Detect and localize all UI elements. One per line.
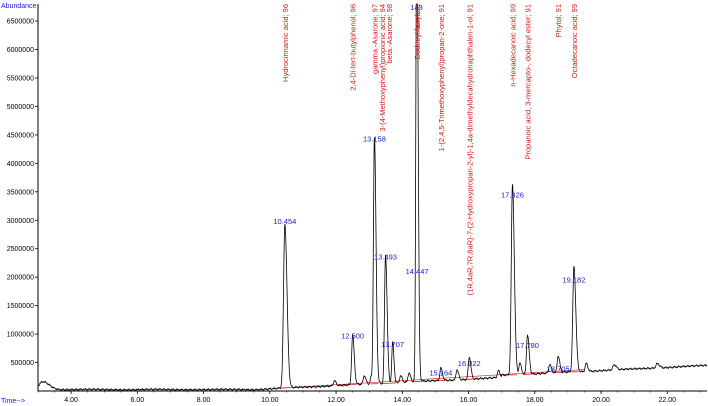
y-tick-label: 3500000: [7, 189, 34, 196]
peak-label: 143: [410, 3, 423, 12]
peak-label: 18.705: [547, 364, 570, 373]
x-tick-label: 4.00: [64, 397, 78, 404]
x-tick-label: 6.00: [131, 397, 145, 404]
x-axis: 4.00 6.00 8.00 10.00 12.00 14.00 16.00 18.00 20.…: [37, 390, 707, 404]
peak-label: 13.158: [363, 135, 386, 144]
x-tick-label: 10.00: [261, 397, 279, 404]
compound-label: Dodecyl acrylate: [413, 4, 422, 59]
y-tick-label: 1000000: [7, 332, 34, 339]
peak-label: 12.500: [341, 331, 364, 340]
peak-label: 13.493: [374, 252, 397, 261]
compound-label: Phytol; 91: [554, 4, 563, 37]
y-tick-label: 3000000: [7, 218, 34, 225]
x-tick-label: 22.00: [658, 397, 676, 404]
compound-label: Octadecanoic acid; 99: [570, 4, 579, 78]
peak-label: 10.454: [273, 217, 296, 226]
peak-label: 13.707: [381, 340, 404, 349]
compound-label: Asarone: [413, 4, 422, 32]
compound-label: 1-(2,4,5-Trimethoxyphenyl)propan-2-one; …: [437, 4, 446, 151]
y-tick-label: 2000000: [7, 275, 34, 282]
compound-label: n-Hexadecanoic acid; 99: [509, 4, 518, 87]
compound-label: gamma.-Asarone; 97: [370, 4, 379, 74]
y-tick-label: 1500000: [7, 303, 34, 310]
y-tick-label: 6500000: [7, 19, 34, 26]
x-tick-label: 18.00: [526, 397, 544, 404]
peak-label: 17.780: [516, 341, 539, 350]
y-tick-label: 4500000: [7, 132, 34, 139]
compound-label: Propanoic acid, 3-mercapto-, dodecyl est…: [524, 4, 533, 160]
x-tick-label: 20.00: [592, 397, 610, 404]
peak-label: 19.182: [562, 276, 585, 285]
compound-label: 3-(4-Methoxyphenyl)propionic acid; 94: [378, 4, 387, 132]
y-tick-label: 2500000: [7, 246, 34, 253]
peak-labels: 10.454 12.500 13.158 13.493 13.707 143 14.447 1…: [273, 3, 585, 377]
compound-labels: Hydrocinnamic acid; 96 2,4-Di-tert-butylp…: [281, 4, 579, 295]
compound-label: 2,4-Di-tert-butylphenol; 96: [349, 4, 358, 91]
y-tick-label: 6000000: [7, 47, 34, 54]
y-axis-title: Abundance: [1, 3, 37, 10]
chromatogram-trace: [37, 3, 708, 392]
compound-label: beta.-Asarone; 98: [385, 4, 394, 64]
compound-label: (1R,4aR,7R,8aR)-7-(2-Hydroxypropan-2-yl)…: [465, 4, 474, 295]
peak-label: 17.326: [501, 190, 524, 199]
peak-label: 15.164: [429, 368, 452, 377]
trace-layer: [37, 3, 708, 392]
compound-label: Hydrocinnamic acid; 96: [281, 4, 290, 82]
y-tick-label: 5000000: [7, 104, 34, 111]
y-tick-label: 5500000: [7, 75, 34, 82]
x-axis-title: Time-->: [1, 398, 25, 405]
y-tick-label: 4000000: [7, 161, 34, 168]
peak-label: 14.447: [406, 267, 429, 276]
peak-label: 16.022: [458, 359, 481, 368]
x-tick-label: 12.00: [327, 397, 345, 404]
x-tick-label: 16.00: [460, 397, 478, 404]
y-tick-label: 500000: [11, 360, 34, 367]
x-tick-label: 14.00: [394, 397, 412, 404]
y-axis: 500000 1000000 1500000 2000000 2500000 300000…: [7, 4, 39, 391]
x-tick-label: 8.00: [197, 397, 211, 404]
